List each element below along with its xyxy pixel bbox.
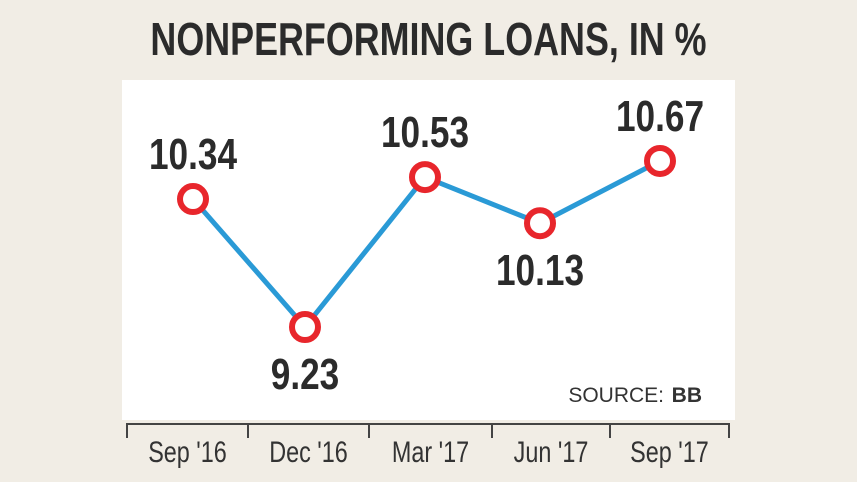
x-tick-label: Sep '16 — [148, 435, 227, 468]
data-point-marker — [177, 183, 209, 216]
x-tick-label: Dec '16 — [269, 435, 348, 468]
data-point-marker — [289, 311, 321, 343]
x-tick-label: Sep '17 — [630, 435, 709, 468]
data-label: 10.13 — [496, 247, 584, 296]
data-point-marker — [524, 207, 556, 240]
chart-title: NONPERFORMING LOANS, IN % — [150, 13, 707, 65]
data-label: 10.34 — [149, 130, 237, 179]
x-tick-label: Jun '17 — [514, 435, 589, 468]
data-label: 10.67 — [616, 92, 704, 141]
x-tick-label: Mar '17 — [392, 435, 469, 468]
data-point-marker — [409, 161, 441, 194]
data-label: 9.23 — [271, 350, 339, 399]
source-label: SOURCE: — [568, 384, 664, 407]
data-label: 10.53 — [381, 108, 469, 157]
source-value: BB — [672, 384, 702, 407]
data-point-marker — [644, 144, 676, 177]
plot-area — [122, 80, 735, 420]
